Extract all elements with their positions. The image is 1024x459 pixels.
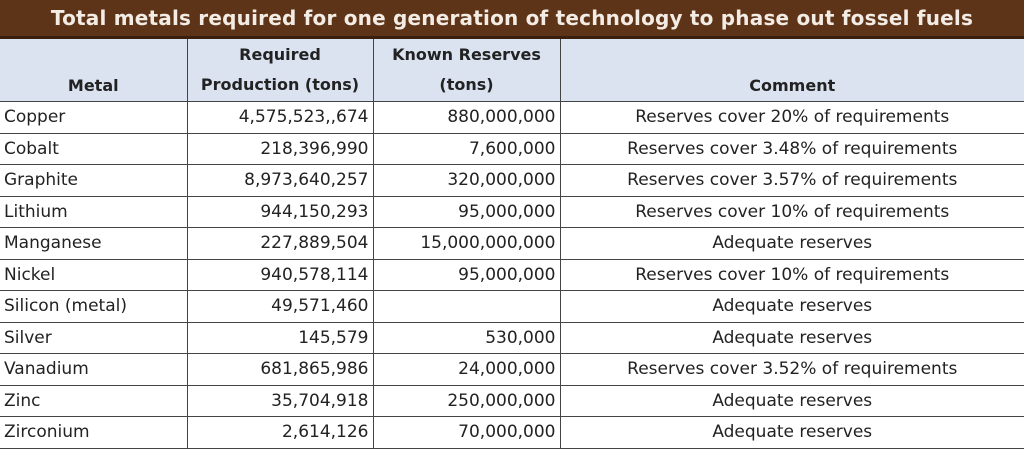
cell-metal: Copper	[0, 101, 188, 134]
table-row: Vanadium 681,865,986 24,000,000 Reserves co…	[0, 353, 1024, 386]
cell-comment: Reserves cover 10% of requirements	[559, 195, 1024, 228]
cell-comment: Adequate reserves	[559, 384, 1024, 417]
table-row: Manganese 227,889,504 15,000,000,000 Adequa…	[0, 227, 1024, 260]
table-row: Nickel 940,578,114 95,000,000 Reserves cove…	[0, 258, 1024, 291]
table-row: Silicon (metal) 49,571,460 Adequate reserv…	[0, 290, 1024, 323]
cell-known-reserves: 24,000,000	[372, 353, 561, 386]
table-row: Copper 4,575,523,,674 880,000,000 Reserves …	[0, 101, 1024, 134]
table-row: Cobalt 218,396,990 7,600,000 Reserves cover…	[0, 132, 1024, 165]
cell-comment: Adequate reserves	[559, 321, 1024, 354]
header-required-production: Required Production (tons)	[186, 39, 374, 102]
header-comment: Comment	[559, 39, 1024, 102]
cell-comment: Reserves cover 3.57% of requirements	[559, 164, 1024, 197]
cell-known-reserves: 880,000,000	[372, 101, 561, 134]
cell-required-production: 227,889,504	[186, 227, 374, 260]
cell-required-production: 49,571,460	[186, 290, 374, 323]
cell-required-production: 35,704,918	[186, 384, 374, 417]
cell-known-reserves: 95,000,000	[372, 195, 561, 228]
table-row: Lithium 944,150,293 95,000,000 Reserves cov…	[0, 195, 1024, 228]
cell-metal: Cobalt	[0, 132, 188, 165]
cell-known-reserves: 530,000	[372, 321, 561, 354]
cell-metal: Nickel	[0, 258, 188, 291]
cell-comment: Adequate reserves	[559, 227, 1024, 260]
cell-known-reserves: 7,600,000	[372, 132, 561, 165]
cell-known-reserves: 320,000,000	[372, 164, 561, 197]
header-required-line2: Production (tons)	[200, 75, 360, 94]
cell-required-production: 4,575,523,,674	[186, 101, 374, 134]
cell-known-reserves: 70,000,000	[372, 416, 561, 449]
header-reserves-line2: (tons)	[439, 75, 494, 94]
cell-required-production: 944,150,293	[186, 195, 374, 228]
cell-metal: Manganese	[0, 227, 188, 260]
header-required-line1: Required	[239, 45, 321, 64]
cell-required-production: 145,579	[186, 321, 374, 354]
cell-known-reserves: 15,000,000,000	[372, 227, 561, 260]
cell-metal: Silver	[0, 321, 188, 354]
cell-required-production: 218,396,990	[186, 132, 374, 165]
table-row: Silver 145,579 530,000 Adequate reserves	[0, 321, 1024, 354]
cell-comment: Adequate reserves	[559, 290, 1024, 323]
header-reserves-line1: Known Reserves	[392, 45, 541, 64]
header-row: Metal Required Production (tons) Known Re…	[0, 39, 1024, 102]
header-known-reserves: Known Reserves (tons)	[372, 39, 561, 102]
cell-metal: Zirconium	[0, 416, 188, 449]
cell-comment: Reserves cover 10% of requirements	[559, 258, 1024, 291]
cell-required-production: 2,614,126	[186, 416, 374, 449]
metals-table: Metal Required Production (tons) Known Re…	[0, 39, 1024, 449]
table-row: Zirconium 2,614,126 70,000,000 Adequate res…	[0, 416, 1024, 449]
table-row: Graphite 8,973,640,257 320,000,000 Reserves…	[0, 164, 1024, 197]
header-metal: Metal	[0, 39, 188, 102]
table-title: Total metals required for one generation…	[0, 0, 1024, 39]
cell-required-production: 940,578,114	[186, 258, 374, 291]
cell-known-reserves	[372, 290, 561, 323]
cell-comment: Reserves cover 20% of requirements	[559, 101, 1024, 134]
cell-metal: Silicon (metal)	[0, 290, 188, 323]
table-row: Zinc 35,704,918 250,000,000 Adequate reserv…	[0, 384, 1024, 417]
cell-known-reserves: 95,000,000	[372, 258, 561, 291]
cell-metal: Graphite	[0, 164, 188, 197]
cell-comment: Reserves cover 3.52% of requirements	[559, 353, 1024, 386]
cell-comment: Reserves cover 3.48% of requirements	[559, 132, 1024, 165]
cell-metal: Vanadium	[0, 353, 188, 386]
cell-required-production: 8,973,640,257	[186, 164, 374, 197]
cell-metal: Zinc	[0, 384, 188, 417]
cell-known-reserves: 250,000,000	[372, 384, 561, 417]
cell-metal: Lithium	[0, 195, 188, 228]
cell-comment: Adequate reserves	[559, 416, 1024, 449]
cell-required-production: 681,865,986	[186, 353, 374, 386]
